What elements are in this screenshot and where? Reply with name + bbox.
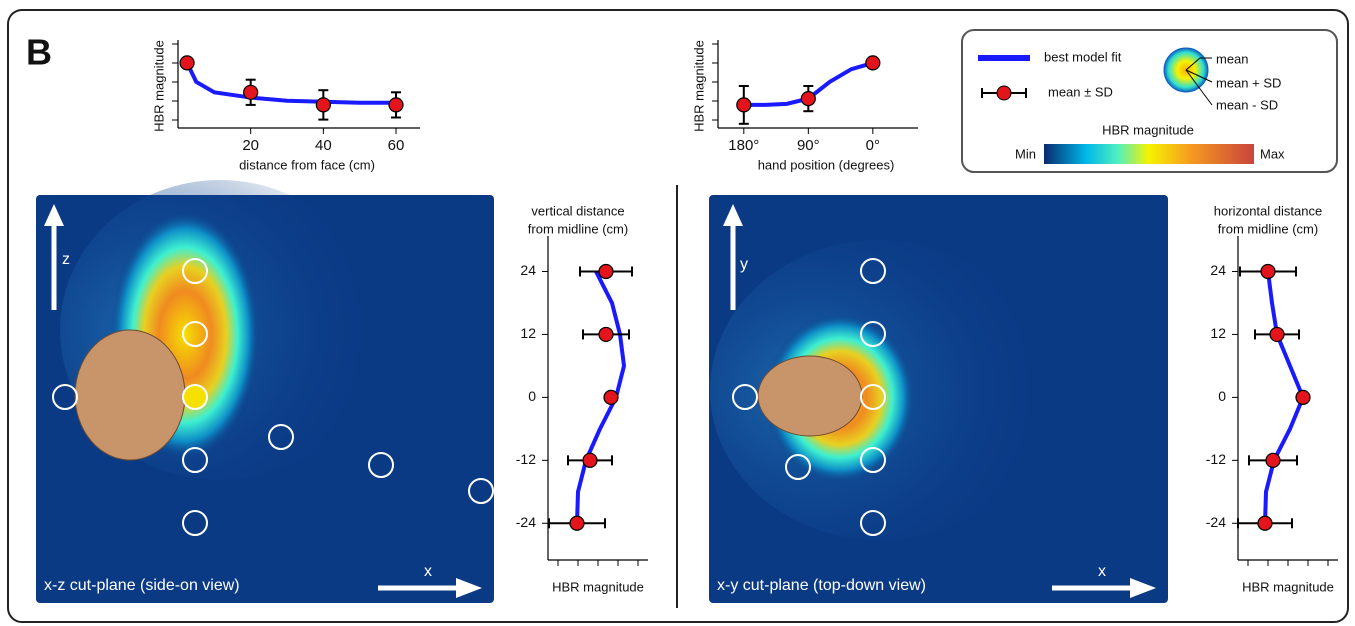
head (74, 329, 186, 461)
legend-text: best model fit (1044, 49, 1122, 64)
heatmap-panel: y x x-y cut-plane (top-down view) (709, 195, 1168, 603)
colorbar-title: HBR magnitude (1102, 122, 1194, 137)
data-point (598, 263, 614, 280)
data-point (1295, 389, 1311, 405)
marker (182, 510, 208, 536)
x-axis-label: HBR magnitude (552, 579, 644, 594)
x-axis-label: HBR magnitude (1242, 579, 1334, 594)
y-tick-label: -24 (516, 514, 536, 530)
y-tick-label: 12 (520, 325, 536, 341)
chart-title: from midline (cm) (1218, 221, 1318, 236)
x-tick-label: 180° (728, 137, 759, 154)
marker (732, 384, 758, 410)
axis-arrow (723, 204, 743, 226)
axis-name: y (740, 256, 748, 273)
legend-pointer (1185, 57, 1212, 71)
colorbar (1044, 144, 1254, 164)
y-axis-label: HBR magnitude (691, 40, 706, 132)
legend-text: mean - SD (1216, 97, 1278, 112)
legend-point (996, 85, 1012, 101)
data-point (388, 97, 404, 113)
x-tick-label: 90° (797, 137, 820, 154)
data-point (582, 452, 598, 468)
marker (182, 258, 208, 284)
chart-title: from midline (cm) (528, 221, 628, 236)
marker (268, 424, 294, 450)
legend-pointer (1185, 69, 1213, 106)
data-point (800, 90, 816, 107)
legend: best model fit mean ± SD mean mean + SD … (961, 29, 1338, 173)
data-point (1265, 452, 1281, 468)
data-point (315, 97, 331, 113)
y-tick-label: 24 (1210, 262, 1226, 278)
data-point (243, 84, 259, 100)
y-tick-label: 12 (1210, 325, 1226, 341)
data-point (603, 389, 619, 405)
axis-name: z (62, 251, 70, 268)
axis-arrow (44, 204, 64, 226)
marker (52, 384, 78, 410)
y-tick-label: 24 (520, 262, 536, 278)
data-point (569, 515, 585, 531)
y-tick-label: 0 (1218, 388, 1226, 404)
marker (468, 478, 494, 504)
marker (182, 384, 208, 410)
marker (860, 258, 886, 284)
data-point (1260, 263, 1276, 280)
data-point (865, 55, 881, 71)
fit-line (185, 62, 397, 105)
marker (368, 452, 394, 478)
legend-box (961, 29, 1338, 173)
colorbar-max: Max (1260, 146, 1285, 161)
x-axis-label: distance from face (cm) (239, 157, 375, 172)
x-axis-label: hand position (degrees) (758, 157, 895, 172)
data-point (1257, 515, 1273, 531)
marker (860, 384, 886, 410)
colorbar-min: Min (1015, 146, 1036, 161)
marker (182, 321, 208, 347)
marker (182, 447, 208, 473)
x-tick-label: 60 (388, 137, 405, 154)
x-tick-label: 0° (866, 137, 880, 154)
x-tick-label: 20 (242, 137, 259, 154)
legend-text: mean + SD (1216, 75, 1281, 90)
data-point (736, 97, 752, 113)
y-axis-label: HBR magnitude (151, 40, 166, 132)
marker (860, 510, 886, 536)
legend-text: mean ± SD (1048, 84, 1113, 99)
y-tick-label: -12 (1206, 451, 1226, 467)
axis-name: x (424, 563, 432, 580)
data-point (179, 55, 195, 71)
y-tick-label: -24 (1206, 514, 1226, 530)
map-label: x-z cut-plane (side-on view) (44, 577, 240, 594)
y-tick-label: 0 (528, 388, 536, 404)
marker (785, 454, 811, 480)
legend-text: mean (1216, 51, 1249, 66)
chart-title: vertical distance (531, 203, 624, 218)
data-point (598, 326, 614, 343)
heatmap-panel: z x x-z cut-plane (side-on view) (36, 180, 494, 603)
head (757, 355, 863, 437)
chart-title: horizontal distance (1214, 203, 1322, 218)
axis-name: x (1098, 563, 1106, 580)
legend-pointer (1185, 69, 1213, 83)
axis-arrow (1130, 578, 1156, 598)
panel-label: B (26, 32, 52, 73)
marker (860, 321, 886, 347)
y-tick-label: -12 (516, 451, 536, 467)
axis-arrow (456, 578, 482, 598)
data-point (1269, 326, 1285, 343)
x-tick-label: 40 (315, 137, 332, 154)
marker (860, 447, 886, 473)
map-label: x-y cut-plane (top-down view) (717, 577, 926, 594)
